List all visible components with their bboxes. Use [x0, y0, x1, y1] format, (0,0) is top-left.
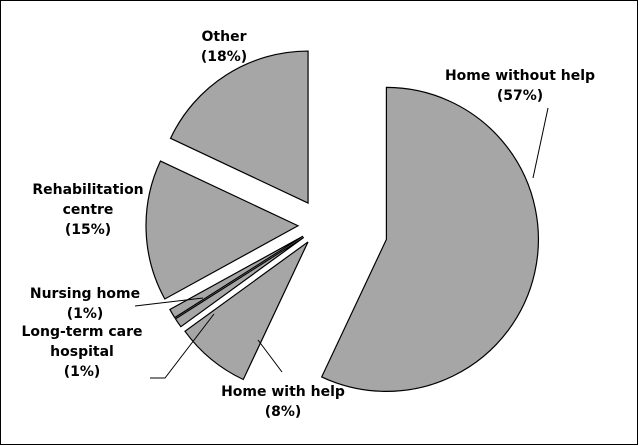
slice-label: Rehabilitation centre (15%): [28, 180, 148, 240]
pie-slice: [184, 241, 309, 381]
slice-label: Home with help (8%): [183, 382, 383, 422]
leader-line: [257, 339, 283, 373]
value-label: (15%): [64, 222, 112, 238]
slice-label: Long-term care hospital (1%): [12, 322, 152, 382]
leader-line: [134, 297, 204, 307]
value-label: (18%): [200, 49, 248, 65]
leader-line: [532, 107, 549, 179]
value-label: (1%): [63, 364, 101, 380]
category-label: Home with help: [221, 384, 345, 400]
slice-label: Home without help (57%): [420, 66, 620, 106]
value-label: (57%): [496, 88, 544, 104]
category-label: Nursing home: [29, 286, 141, 302]
slice-label: Other (18%): [164, 27, 284, 67]
value-label: (1%): [66, 306, 104, 322]
slice-label: Nursing home (1%): [5, 284, 165, 324]
pie-slice: [145, 160, 300, 300]
category-label: Home without help: [444, 68, 596, 84]
pie-slice: [320, 86, 539, 392]
category-label: Long-term care hospital: [21, 324, 143, 360]
value-label: (8%): [264, 404, 302, 420]
pie-slice: [174, 236, 305, 328]
pie-slice: [169, 50, 309, 204]
pie-slice: [169, 235, 304, 319]
category-label: Rehabilitation centre: [32, 182, 144, 218]
leader-line: [150, 313, 215, 379]
category-label: Other: [201, 29, 247, 45]
